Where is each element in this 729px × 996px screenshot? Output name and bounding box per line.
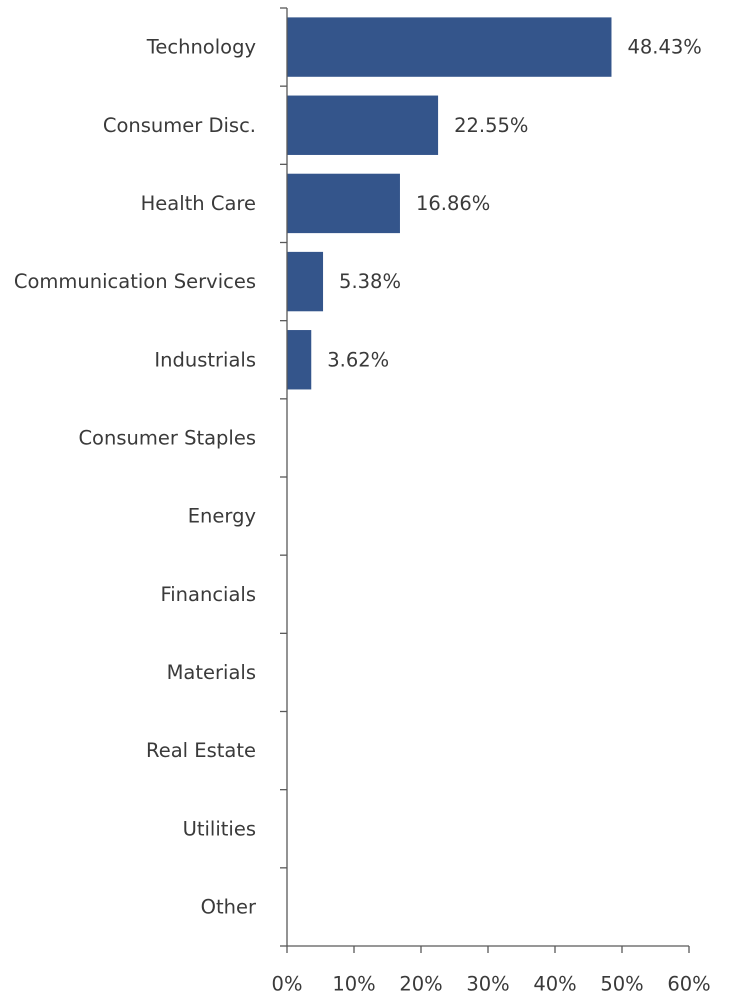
category-label: Communication Services [14, 270, 256, 293]
data-label: 16.86% [416, 192, 490, 215]
data-label: 48.43% [627, 36, 701, 59]
x-tick-label: 30% [466, 973, 509, 996]
x-tick-label: 10% [332, 973, 375, 996]
bar [287, 330, 312, 390]
category-label: Real Estate [146, 739, 256, 762]
x-tick-label: 40% [533, 973, 576, 996]
data-labels: 48.43% 22.55% 16.86% 5.38% 3.62% [327, 36, 702, 372]
data-label: 3.62% [327, 348, 389, 371]
category-label: Other [201, 895, 257, 918]
bar [287, 251, 324, 312]
category-label: Industrials [154, 348, 256, 371]
x-axis-ticks [286, 946, 690, 953]
x-tick-labels: 0% 10% 20% 30% 40% 50% 60% [272, 973, 711, 996]
bar [287, 173, 400, 234]
x-tick-label: 0% [272, 973, 303, 996]
category-label: Financials [160, 583, 256, 606]
category-label: Materials [167, 661, 256, 684]
y-axis-ticks [280, 7, 287, 947]
category-label: Utilities [183, 817, 256, 840]
category-label: Consumer Staples [78, 426, 256, 449]
data-label: 5.38% [339, 270, 401, 293]
category-label: Technology [146, 36, 256, 59]
data-label: 22.55% [454, 114, 528, 137]
category-label: Consumer Disc. [103, 114, 256, 137]
bars [287, 17, 612, 390]
x-tick-label: 60% [667, 973, 710, 996]
x-tick-label: 50% [600, 973, 643, 996]
category-label: Health Care [141, 192, 256, 215]
category-labels: Technology Consumer Disc. Health Care Commu… [14, 36, 257, 919]
category-label: Energy [188, 505, 256, 528]
x-tick-label: 20% [399, 973, 442, 996]
bar [287, 17, 612, 77]
bar [287, 95, 439, 155]
